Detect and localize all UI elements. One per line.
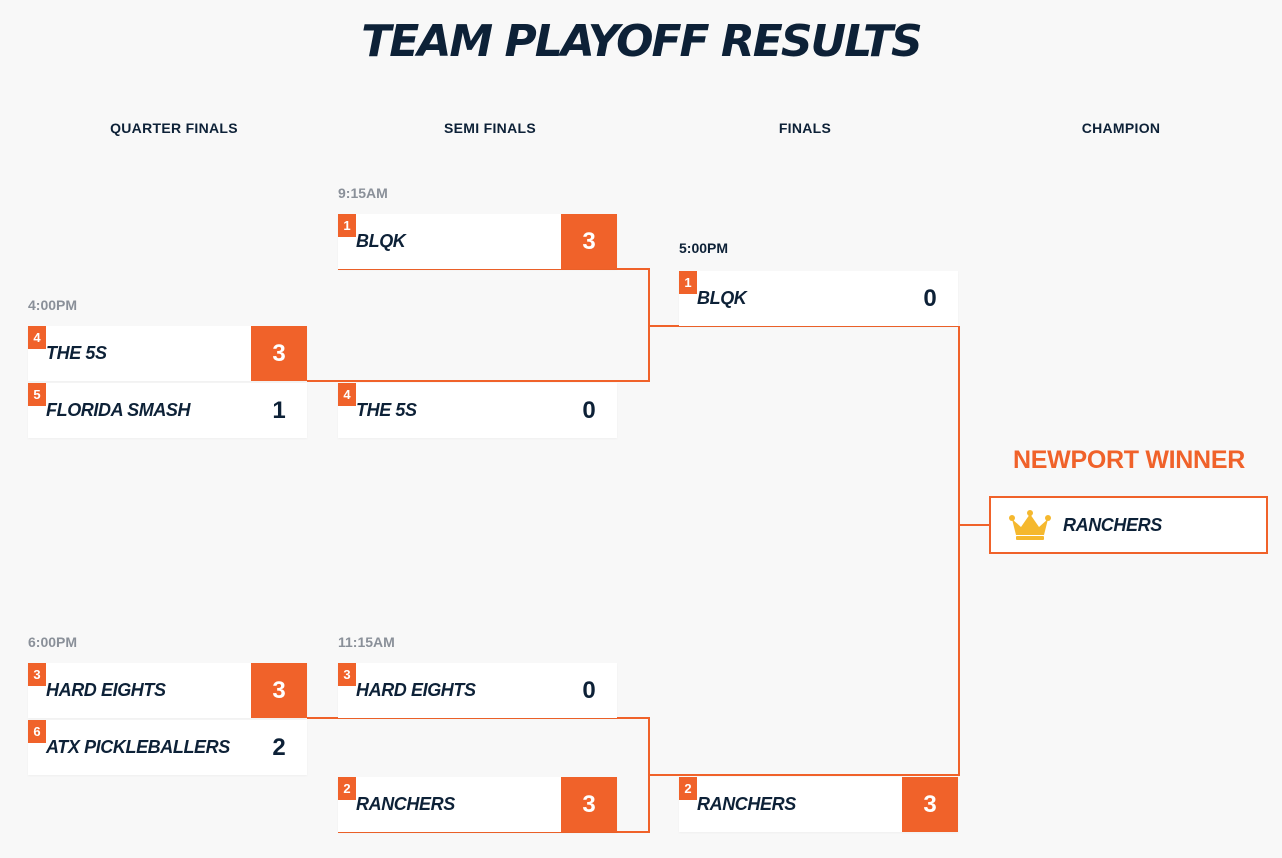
seed-badge: 2 <box>679 777 697 800</box>
seed-badge: 6 <box>28 720 46 743</box>
seed-badge: 2 <box>338 777 356 800</box>
match-time: 9:15AM <box>338 185 388 201</box>
seed-badge: 5 <box>28 383 46 406</box>
team-name: THE 5S <box>356 400 417 420</box>
match-time: 11:15AM <box>338 634 395 650</box>
match-time: 6:00PM <box>28 634 78 650</box>
team-name: ATX PICKLEBALLERS <box>46 737 230 757</box>
champion-team-name: RANCHERS <box>1063 514 1162 535</box>
team-name: HARD EIGHTS <box>356 680 476 700</box>
match-time: 5:00PM <box>679 240 729 256</box>
score-winner: 3 <box>251 326 307 381</box>
match-time: 4:00PM <box>28 297 78 313</box>
score-winner: 3 <box>251 663 307 718</box>
team-row[interactable]: 3 HARD EIGHTS 0 <box>338 663 617 718</box>
seed-badge: 1 <box>679 271 697 294</box>
score-winner: 3 <box>902 777 958 832</box>
team-row[interactable]: 6 ATX PICKLEBALLERS 2 <box>28 720 307 775</box>
seed-badge: 4 <box>338 383 356 406</box>
team-row[interactable]: 4 THE 5S 0 <box>338 383 617 438</box>
score: 0 <box>582 396 596 424</box>
round-label-semi-finals: SEMI FINALS <box>444 120 536 136</box>
round-label-champion: CHAMPION <box>1081 120 1161 136</box>
score: 0 <box>923 284 937 312</box>
page-title: TEAM PLAYOFF RESULTS <box>361 16 922 67</box>
crown-icon <box>1009 510 1051 540</box>
team-name: BLQK <box>697 288 747 308</box>
team-name: HARD EIGHTS <box>46 680 166 700</box>
team-row[interactable]: 4 THE 5S 3 <box>28 326 307 381</box>
seed-badge: 3 <box>338 663 356 686</box>
team-row[interactable]: 2 RANCHERS 3 <box>679 777 958 832</box>
score: 0 <box>582 676 596 704</box>
seed-badge: 3 <box>28 663 46 686</box>
score: 1 <box>272 396 286 424</box>
seed-badge: 4 <box>28 326 46 349</box>
round-label-quarter-finals: QUARTER FINALS <box>110 120 238 136</box>
champion-card[interactable]: RANCHERS <box>989 496 1268 554</box>
score: 2 <box>272 733 286 761</box>
team-row[interactable]: 5 FLORIDA SMASH 1 <box>28 383 307 438</box>
team-name: THE 5S <box>46 343 107 363</box>
connector-qf1-sf1 <box>307 268 650 382</box>
round-label-finals: FINALS <box>778 120 832 136</box>
team-name: RANCHERS <box>697 794 796 814</box>
score-winner: 3 <box>561 214 617 269</box>
team-row[interactable]: 1 BLQK 3 <box>338 214 617 269</box>
team-row[interactable]: 1 BLQK 0 <box>679 271 958 326</box>
team-name: BLQK <box>356 231 406 251</box>
score-winner: 3 <box>561 777 617 832</box>
seed-badge: 1 <box>338 214 356 237</box>
team-row[interactable]: 2 RANCHERS 3 <box>338 777 617 832</box>
champion-label: NEWPORT WINNER <box>1013 446 1245 474</box>
team-row[interactable]: 3 HARD EIGHTS 3 <box>28 663 307 718</box>
team-name: RANCHERS <box>356 794 455 814</box>
team-name: FLORIDA SMASH <box>46 400 191 420</box>
